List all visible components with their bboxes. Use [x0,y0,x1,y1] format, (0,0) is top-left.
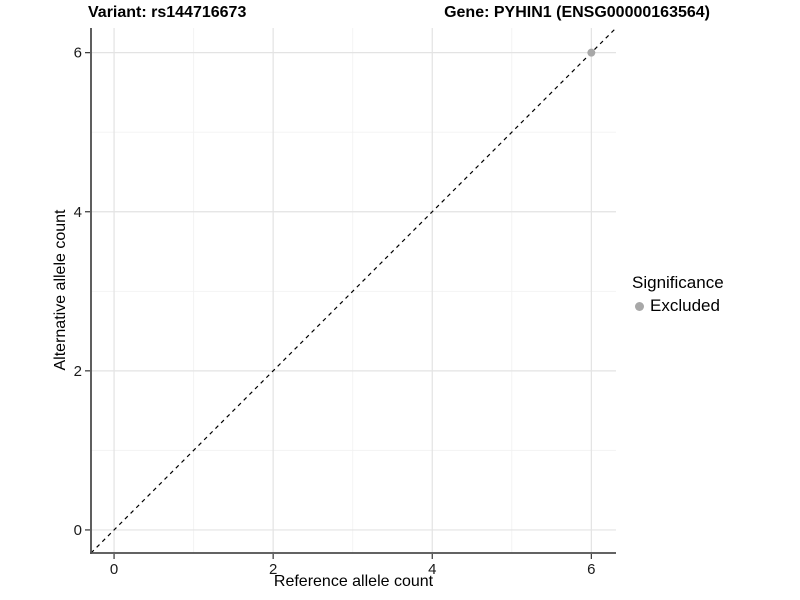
identity-line-dashed [90,27,617,554]
legend-key [630,297,648,315]
x-axis-title: Reference allele count [273,573,434,590]
legend-marker-circle-icon [634,301,644,311]
x-axis-tick-label: 2 [269,561,277,578]
plot-title-variant: Variant: rs144716673 [88,4,247,21]
legend-item-label: Excluded [650,296,720,315]
legend: Significance Excluded [630,273,724,316]
x-axis-tick-label: 0 [110,561,118,578]
legend-item-excluded: Excluded [630,296,724,316]
y-axis-tick-label: 2 [74,363,82,380]
data-point-excluded [587,48,596,57]
y-axis-tick-label: 6 [74,45,82,62]
x-axis-tick-label: 4 [428,561,436,578]
x-axis-tick-label: 6 [587,561,595,578]
plot-title-gene: Gene: PYHIN1 (ENSG00000163564) [444,4,710,21]
legend-items: Excluded [630,296,724,316]
y-axis-tick-label: 0 [74,522,82,539]
y-axis-title: Alternative allele count [52,209,69,371]
y-axis-tick-label: 4 [74,204,82,221]
legend-title: Significance [632,273,724,292]
